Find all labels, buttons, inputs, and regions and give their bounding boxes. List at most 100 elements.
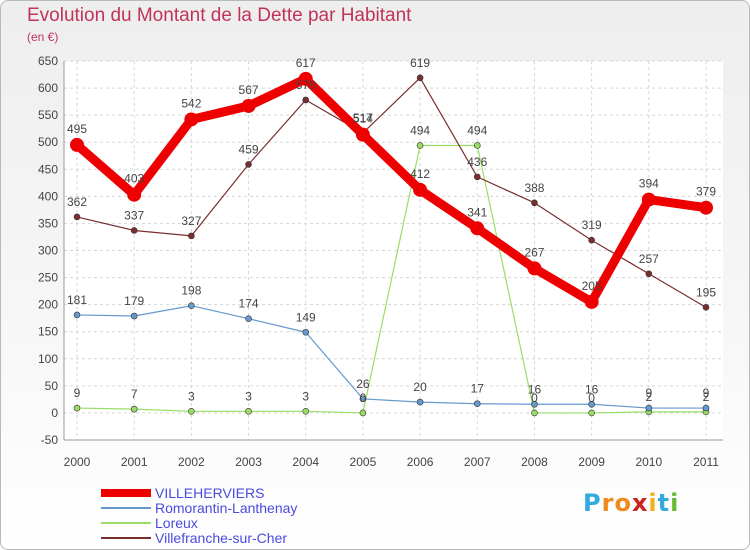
y-tick-label: 600 [38, 81, 58, 95]
data-label: 26 [356, 377, 370, 391]
data-point [473, 173, 481, 181]
data-label: 412 [410, 167, 430, 181]
data-point [470, 221, 485, 236]
x-tick-label: 2005 [350, 455, 377, 469]
data-point [699, 200, 713, 215]
data-point [130, 312, 138, 320]
data-label: 2 [703, 390, 710, 404]
x-tick-label: 2001 [121, 455, 148, 469]
data-point [702, 404, 710, 412]
data-label: 16 [585, 382, 599, 396]
logo-letter: i [670, 489, 680, 517]
data-point [188, 408, 195, 415]
y-tick-label: 0 [51, 406, 58, 420]
data-label: 3 [302, 389, 309, 403]
x-tick-label: 2007 [464, 455, 491, 469]
legend-label: Loreux [155, 514, 198, 531]
y-tick-label: 50 [45, 379, 59, 393]
data-label: 20 [413, 380, 427, 394]
chart-title: Evolution du Montant de la Dette par Hab… [27, 5, 412, 26]
point-labels: 9 7 3 3 3 0 494 494 0 0 2 2 181 179 198 174 149 26 20 17 16 1… [67, 56, 716, 405]
legend-label: VILLEHERVIERS [155, 484, 265, 501]
data-label: 617 [296, 56, 316, 70]
data-point [245, 315, 252, 323]
series-line [76, 144, 706, 414]
data-point [416, 398, 424, 406]
data-point [531, 409, 538, 417]
data-point [188, 302, 195, 310]
data-point [130, 405, 138, 413]
series-line [74, 74, 707, 307]
data-label: 0 [588, 391, 595, 405]
y-tick-label: 100 [38, 352, 58, 366]
data-point [302, 328, 310, 336]
data-point [359, 409, 367, 417]
data-point [127, 187, 142, 202]
data-label: 388 [524, 181, 544, 195]
data-label: 3 [245, 389, 252, 403]
legend-swatch [101, 521, 151, 524]
data-point [73, 213, 81, 221]
data-label: 205 [582, 279, 602, 293]
y-tick-label: 550 [38, 108, 58, 122]
data-point [359, 395, 367, 403]
data-label: 17 [471, 382, 485, 396]
data-point [188, 232, 195, 240]
data-label: 459 [239, 142, 259, 156]
x-tick-label: 2009 [578, 455, 605, 469]
data-label: 198 [181, 284, 201, 298]
data-point [130, 227, 138, 234]
data-label: 494 [410, 123, 430, 137]
data-point [527, 261, 542, 276]
y-tick-label: 500 [38, 135, 58, 149]
data-point [584, 294, 599, 309]
logo-letter: i [648, 489, 658, 517]
series-line [76, 77, 707, 308]
data-point [641, 192, 656, 207]
data-label: 578 [296, 78, 316, 92]
legend-item-loreux: Loreux [101, 514, 297, 531]
legend-swatch [101, 506, 151, 509]
data-label: 542 [181, 96, 201, 110]
chart-subtitle: (en €) [27, 30, 59, 44]
data-label: 9 [703, 386, 710, 400]
data-point [645, 270, 653, 278]
data-label: 174 [239, 297, 259, 311]
data-label: 2 [645, 390, 652, 404]
x-tick-label: 2006 [407, 455, 434, 469]
data-label: 149 [296, 310, 316, 324]
logo-letter: x [631, 489, 649, 517]
data-point [588, 400, 595, 408]
data-label: 7 [131, 387, 138, 401]
x-tick-label: 2002 [178, 455, 205, 469]
data-label: 16 [528, 382, 542, 396]
data-point [355, 127, 370, 142]
data-point [70, 137, 84, 152]
data-point [588, 236, 595, 244]
data-point [588, 409, 595, 417]
data-label: 514 [353, 112, 373, 126]
logo-letter: o [614, 489, 632, 517]
data-label: 619 [410, 56, 430, 70]
data-point [241, 98, 256, 113]
y-tick-label: 450 [38, 162, 58, 176]
data-point [73, 311, 81, 319]
legend: VILLEHERVIERS Romorantin-Lanthenay Loreu… [101, 484, 298, 546]
data-label: 327 [181, 214, 201, 228]
x-tick-label: 2010 [635, 455, 662, 469]
legend-item-villefranche: Villefranche-sur-Cher [101, 530, 297, 546]
data-point [702, 304, 710, 311]
data-label: 379 [696, 185, 716, 199]
data-label: 495 [67, 122, 87, 136]
legend-swatch [101, 536, 151, 539]
y-tick-label: -50 [41, 433, 59, 447]
data-label: 0 [531, 391, 538, 405]
series-lines [70, 71, 713, 417]
data-point [73, 404, 81, 412]
data-label: 403 [124, 172, 144, 186]
data-point [413, 182, 428, 197]
data-label: 179 [124, 294, 144, 308]
legend-label: Romorantin-Lanthenay [155, 499, 298, 516]
x-tick-label: 2004 [292, 455, 319, 469]
